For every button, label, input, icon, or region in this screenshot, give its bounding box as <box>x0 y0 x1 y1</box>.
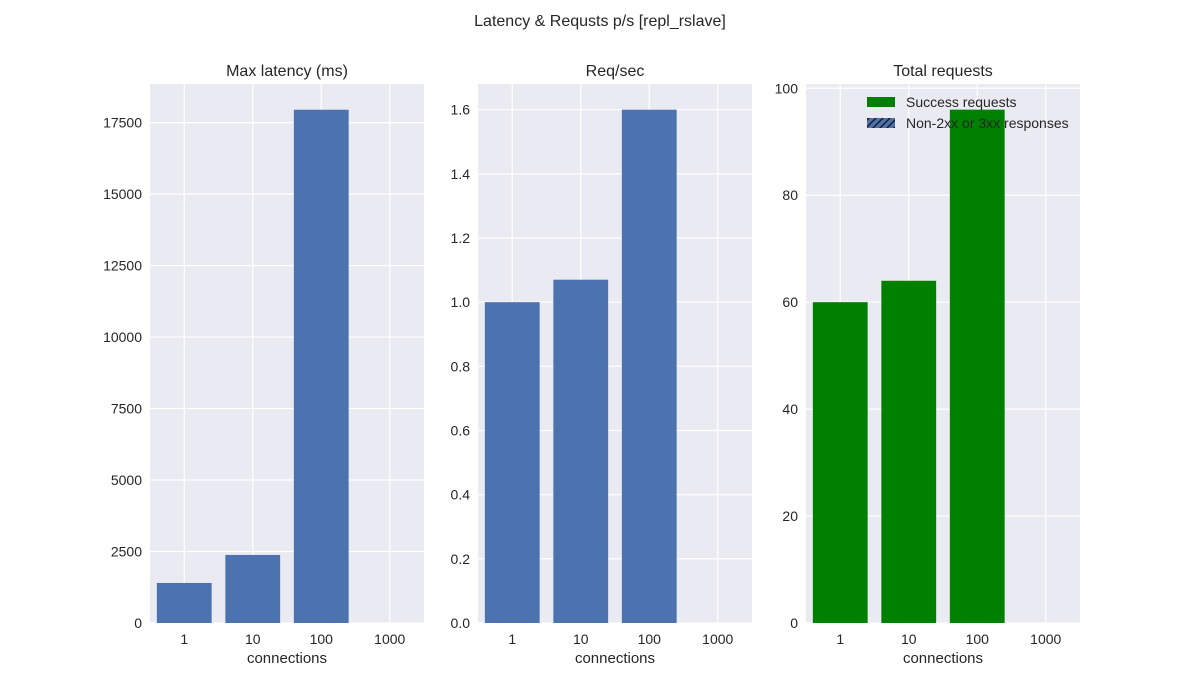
subplot-title: Total requests <box>893 63 993 80</box>
legend-label: Success requests <box>906 94 1017 110</box>
y-tick-label: 7500 <box>111 401 142 417</box>
x-tick-label: 1 <box>508 631 516 647</box>
y-tick-label: 10000 <box>103 329 142 345</box>
x-tick-label: 1000 <box>1030 631 1061 647</box>
figure-title: Latency & Requsts p/s [repl_rslave] <box>474 13 726 30</box>
x-tick-label: 100 <box>310 631 334 647</box>
bar-1 <box>812 302 868 623</box>
y-tick-label: 0.2 <box>451 551 471 567</box>
x-tick-label: 1 <box>836 631 844 647</box>
y-tick-label: 0 <box>790 615 798 631</box>
bar-1 <box>484 302 540 623</box>
y-tick-label: 20 <box>782 508 798 524</box>
x-tick-label: 100 <box>638 631 662 647</box>
bar-100 <box>949 109 1005 623</box>
x-tick-label: 10 <box>901 631 917 647</box>
x-axis-label: connections <box>247 650 327 667</box>
y-tick-label: 5000 <box>111 472 142 488</box>
y-tick-label: 1.6 <box>451 102 471 118</box>
legend-label: Non-2xx or 3xx responses <box>906 115 1069 131</box>
y-tick-label: 0.4 <box>451 487 471 503</box>
subplot-2: 0.0 0.2 0.4 0.6 0.8 1.0 1.2 1.4 1.6 1 10 100 1000 Req… <box>451 63 752 667</box>
bar-100 <box>293 109 349 624</box>
bar-10 <box>553 279 609 623</box>
y-tick-label: 0.8 <box>451 358 471 374</box>
x-axis-label: connections <box>903 650 983 667</box>
y-tick-label: 2500 <box>111 544 142 560</box>
legend-swatch <box>867 97 895 107</box>
bar-100 <box>621 109 677 623</box>
y-tick-label: 1.0 <box>451 294 471 310</box>
x-tick-label: 10 <box>245 631 261 647</box>
y-tick-label: 0 <box>134 615 142 631</box>
y-tick-label: 12500 <box>103 258 142 274</box>
y-tick-label: 1.4 <box>451 166 471 182</box>
x-tick-label: 10 <box>573 631 589 647</box>
plot-area <box>150 84 424 623</box>
y-tick-label: 100 <box>775 80 799 96</box>
legend: Success requests Non-2xx or 3xx responses <box>867 94 1069 131</box>
y-tick-label: 0.6 <box>451 423 471 439</box>
y-tick-label: 40 <box>782 401 798 417</box>
y-tick-label: 0.0 <box>451 615 471 631</box>
y-tick-label: 60 <box>782 294 798 310</box>
y-tick-label: 1.2 <box>451 230 471 246</box>
bar-10 <box>225 554 281 623</box>
x-tick-label: 1000 <box>702 631 733 647</box>
subplot-1: 0 2500 5000 7500 10000 12500 15000 17500 1 10 100 1… <box>103 63 424 667</box>
x-axis-label: connections <box>575 650 655 667</box>
subplot-title: Max latency (ms) <box>226 63 348 80</box>
bar-10 <box>881 280 937 623</box>
legend-swatch <box>867 118 895 128</box>
x-tick-label: 100 <box>966 631 990 647</box>
y-tick-label: 17500 <box>103 115 142 131</box>
subplot-title: Req/sec <box>586 63 645 80</box>
y-tick-label: 15000 <box>103 186 142 202</box>
x-tick-label: 1000 <box>374 631 405 647</box>
bar-1 <box>156 582 212 623</box>
y-tick-label: 80 <box>782 187 798 203</box>
x-tick-label: 1 <box>180 631 188 647</box>
subplot-3: 0 20 40 60 80 100 1 10 100 1000 Total requests conn… <box>775 63 1080 667</box>
